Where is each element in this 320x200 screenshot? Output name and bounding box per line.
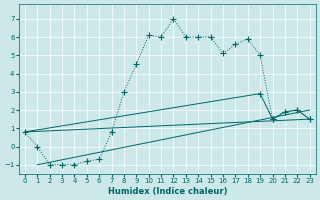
X-axis label: Humidex (Indice chaleur): Humidex (Indice chaleur) (108, 187, 227, 196)
